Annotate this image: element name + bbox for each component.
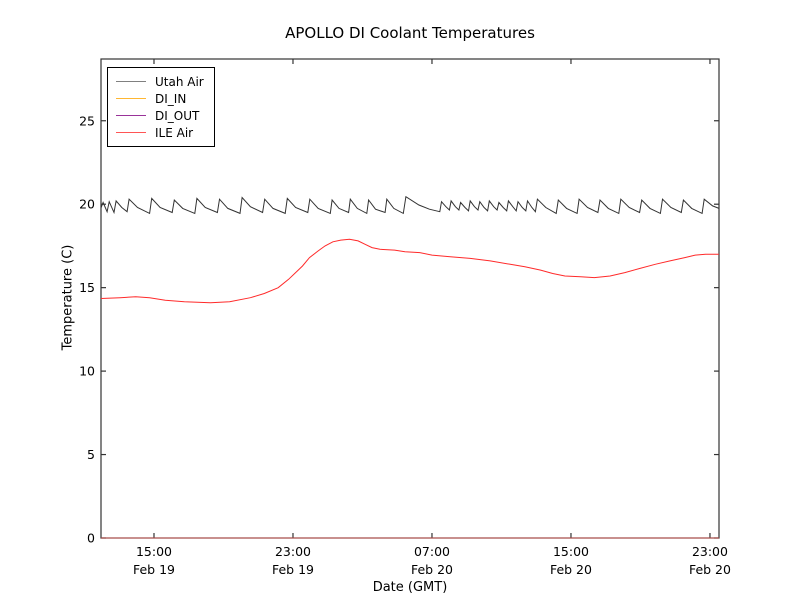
legend-entry-di-out: DI_OUT — [116, 107, 204, 124]
legend-label-di-out: DI_OUT — [155, 108, 200, 123]
legend-entry-utah-air: Utah Air — [116, 73, 204, 90]
x-tick-label-time: 07:00 — [414, 544, 450, 559]
x-axis-label: Date (GMT) — [372, 580, 448, 595]
y-tick-label: 25 — [79, 113, 95, 128]
legend-label-di-in: DI_IN — [155, 91, 187, 106]
legend-line-sample-utah-air — [116, 81, 146, 82]
legend-line-sample-di-in — [116, 98, 146, 99]
legend-entry-di-in: DI_IN — [116, 90, 204, 107]
series-line-utah-air — [100, 195, 720, 215]
x-tick-label-time: 23:00 — [275, 544, 311, 559]
x-tick-label-date: Feb 20 — [550, 562, 592, 577]
x-tick-label-time: 23:00 — [692, 544, 728, 559]
x-tick-label-date: Feb 20 — [411, 562, 453, 577]
y-axis-label: Temperature (C) — [60, 244, 76, 351]
legend-line-sample-ile-air — [116, 132, 146, 133]
series-line-ile-air — [100, 238, 719, 304]
y-tick-label: 10 — [79, 364, 95, 379]
legend: Utah Air DI_IN DI_OUT ILE Air — [107, 67, 215, 147]
x-tick-label-date: Feb 19 — [133, 562, 175, 577]
x-tick-label-time: 15:00 — [553, 544, 589, 559]
x-tick-label-time: 15:00 — [136, 544, 172, 559]
x-tick-label-date: Feb 20 — [689, 562, 731, 577]
y-tick-label: 0 — [87, 531, 95, 546]
chart-title: APOLLO DI Coolant Temperatures — [285, 24, 535, 42]
x-tick-label-date: Feb 19 — [272, 562, 314, 577]
legend-label-utah-air: Utah Air — [155, 74, 204, 89]
y-tick-label: 5 — [87, 447, 95, 462]
legend-line-sample-di-out — [116, 115, 146, 116]
y-tick-label: 15 — [79, 280, 95, 295]
legend-entry-ile-air: ILE Air — [116, 124, 204, 141]
legend-label-ile-air: ILE Air — [155, 125, 194, 140]
y-tick-label: 20 — [79, 197, 95, 212]
